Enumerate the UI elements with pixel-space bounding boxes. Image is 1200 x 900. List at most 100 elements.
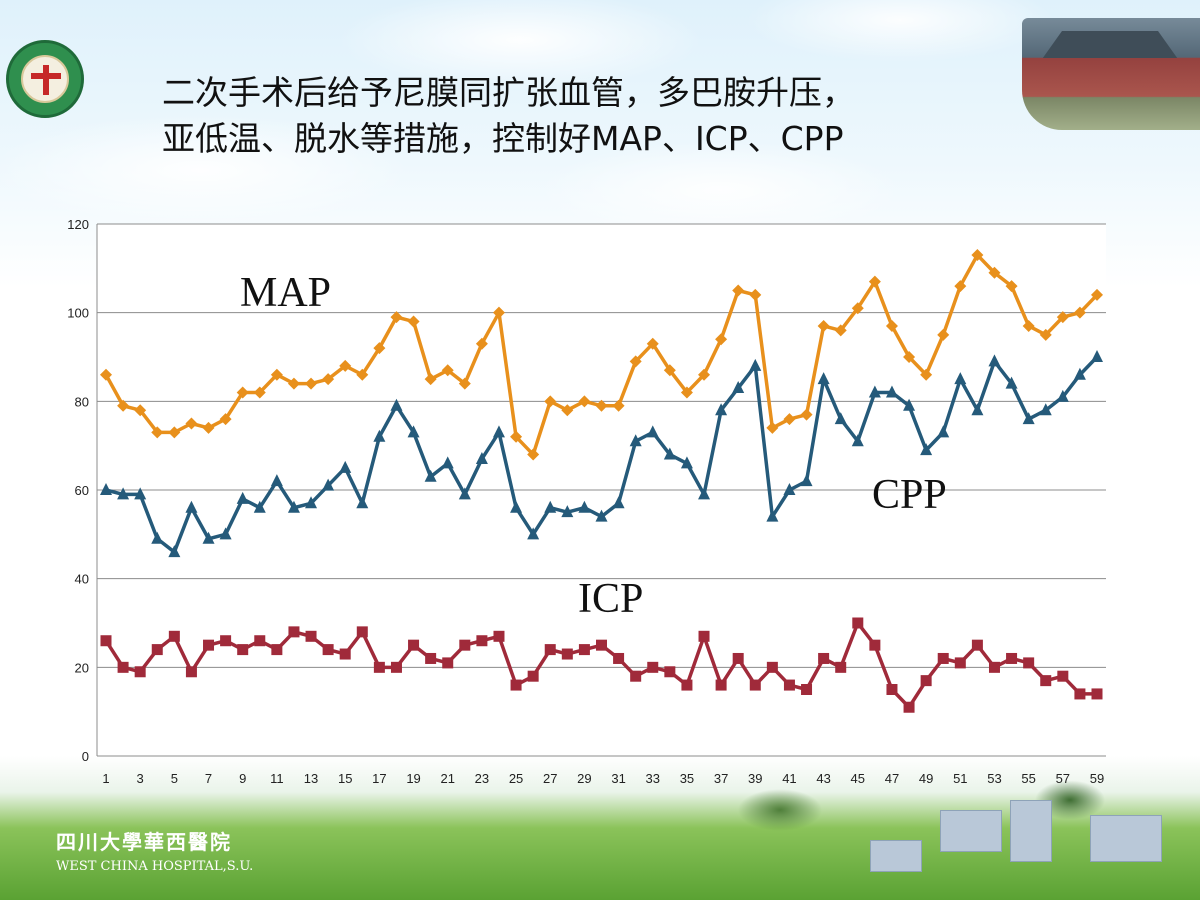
data-point-cpp [578, 500, 591, 513]
data-point-cpp [441, 456, 454, 469]
data-point-icp [408, 639, 420, 651]
series-annotation-map: MAP [240, 270, 331, 316]
x-tick-label: 21 [440, 771, 454, 786]
data-point-cpp [851, 434, 864, 447]
data-point-map [612, 399, 625, 412]
data-point-cpp [817, 372, 830, 385]
data-point-map [202, 421, 215, 434]
data-point-map [544, 395, 557, 408]
data-point-map [322, 373, 335, 386]
data-point-cpp [134, 487, 147, 500]
data-point-map [868, 275, 881, 288]
data-point-icp [168, 630, 180, 642]
x-tick-label: 19 [406, 771, 420, 786]
data-point-map [834, 324, 847, 337]
data-point-map [219, 413, 232, 426]
data-point-map [783, 413, 796, 426]
y-tick-label: 40 [75, 572, 89, 587]
data-point-icp [527, 670, 539, 682]
data-point-map [305, 377, 318, 390]
y-tick-label: 120 [67, 217, 89, 232]
data-point-icp [237, 644, 249, 656]
data-point-icp [852, 617, 864, 629]
data-point-icp [715, 679, 727, 691]
data-point-map [1091, 288, 1103, 301]
data-point-map [749, 288, 762, 301]
data-point-icp [100, 635, 112, 647]
data-point-icp [920, 675, 932, 687]
x-tick-label: 31 [611, 771, 625, 786]
data-point-icp [988, 661, 1000, 673]
data-point-map [954, 280, 967, 293]
data-point-icp [1040, 675, 1052, 687]
data-point-map [629, 355, 642, 368]
data-point-map [527, 448, 540, 461]
x-tick-label: 5 [171, 771, 178, 786]
data-point-cpp [715, 403, 728, 416]
data-point-cpp [937, 425, 950, 438]
data-point-icp [151, 644, 163, 656]
data-point-icp [1091, 688, 1103, 700]
data-point-cpp [236, 491, 249, 504]
series-annotation-cpp: CPP [872, 472, 947, 518]
data-point-icp [732, 652, 744, 664]
data-point-cpp [117, 487, 130, 500]
data-point-map [903, 351, 916, 363]
data-point-map [937, 328, 950, 341]
data-point-cpp [305, 496, 318, 509]
data-point-map [1056, 311, 1069, 324]
data-point-map [492, 306, 505, 319]
data-point-map [1073, 306, 1086, 319]
data-point-icp [288, 626, 300, 638]
data-point-cpp [1005, 376, 1018, 389]
data-point-map [253, 386, 266, 399]
data-point-map [1022, 319, 1035, 332]
data-point-cpp [698, 487, 711, 500]
data-point-cpp [270, 474, 283, 487]
data-point-cpp [492, 425, 505, 438]
data-point-map [680, 386, 693, 399]
data-point-icp [954, 657, 966, 669]
data-point-map [561, 404, 574, 417]
data-point-map [851, 302, 864, 315]
x-tick-label: 9 [239, 771, 246, 786]
data-point-map [766, 421, 779, 434]
data-point-icp [613, 652, 625, 664]
campus-illustration [690, 770, 1200, 900]
data-point-icp [596, 639, 607, 651]
data-point-cpp [219, 527, 232, 540]
data-point-map [168, 426, 181, 439]
data-point-icp [356, 626, 368, 638]
data-point-cpp [424, 469, 437, 482]
data-point-icp [681, 679, 693, 691]
x-tick-label: 33 [646, 771, 660, 786]
data-point-cpp [954, 372, 967, 385]
data-point-map [646, 337, 659, 350]
data-point-map [407, 315, 420, 328]
data-point-icp [442, 657, 454, 669]
data-point-map [339, 359, 352, 372]
data-point-map [424, 373, 437, 386]
data-point-icp [749, 679, 761, 691]
data-point-cpp [732, 381, 745, 394]
data-point-map [1039, 328, 1052, 341]
data-point-map [800, 408, 813, 421]
data-point-cpp [390, 398, 403, 411]
y-tick-label: 0 [82, 749, 89, 764]
title-line-2: 亚低温、脱水等措施，控制好MAP、ICP、CPP [162, 119, 844, 158]
data-point-icp [783, 679, 795, 691]
data-point-cpp [612, 496, 625, 509]
data-point-map [510, 430, 523, 443]
data-point-icp [271, 644, 283, 656]
data-point-cpp [646, 425, 659, 438]
data-point-map [270, 368, 283, 381]
footer-logo-cn: 四川大學華西醫院 [56, 830, 232, 854]
data-point-icp [886, 684, 898, 695]
data-point-icp [220, 635, 232, 647]
data-point-map [1005, 280, 1018, 293]
y-tick-label: 80 [75, 394, 89, 409]
data-point-cpp [407, 425, 420, 438]
data-point-cpp [458, 487, 471, 500]
data-point-icp [459, 639, 471, 651]
data-point-icp [1023, 657, 1035, 669]
